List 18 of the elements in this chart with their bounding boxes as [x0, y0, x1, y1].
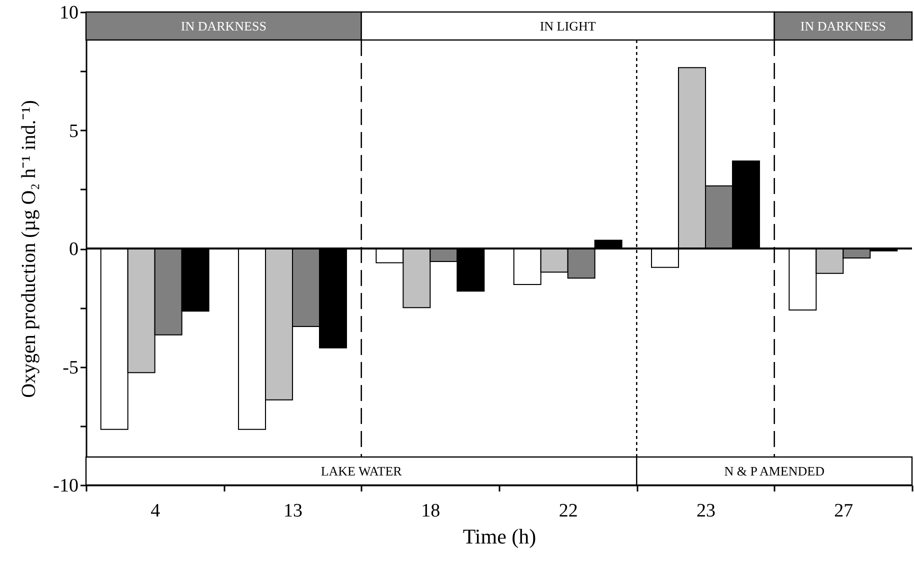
annotation: IN LIGHT: [540, 18, 596, 34]
y-tick-label: 5: [69, 120, 78, 142]
x-axis-title: Time (h): [462, 524, 536, 548]
x-tick-label: 22: [558, 500, 578, 522]
annotation: N & P AMENDED: [724, 464, 824, 478]
y-tick-label: -5: [62, 357, 78, 378]
y-tick-label: 0: [69, 239, 78, 260]
x-tick-label: 13: [284, 500, 302, 522]
annotation: LAKE WATER: [320, 464, 402, 478]
y-tick-label: 10: [60, 2, 78, 24]
x-tick-label: 23: [696, 500, 716, 522]
x-tick-label: 4: [150, 500, 161, 522]
annotation: IN DARKNESS: [800, 18, 886, 34]
x-tick-label: 18: [421, 500, 440, 522]
x-tick-label: 27: [834, 500, 854, 522]
y-axis-title: Oxygen production (µg O₂ h⁻¹ ind.⁻¹): [18, 100, 40, 398]
annotation: IN DARKNESS: [180, 18, 266, 34]
y-tick-label: -10: [53, 476, 78, 496]
